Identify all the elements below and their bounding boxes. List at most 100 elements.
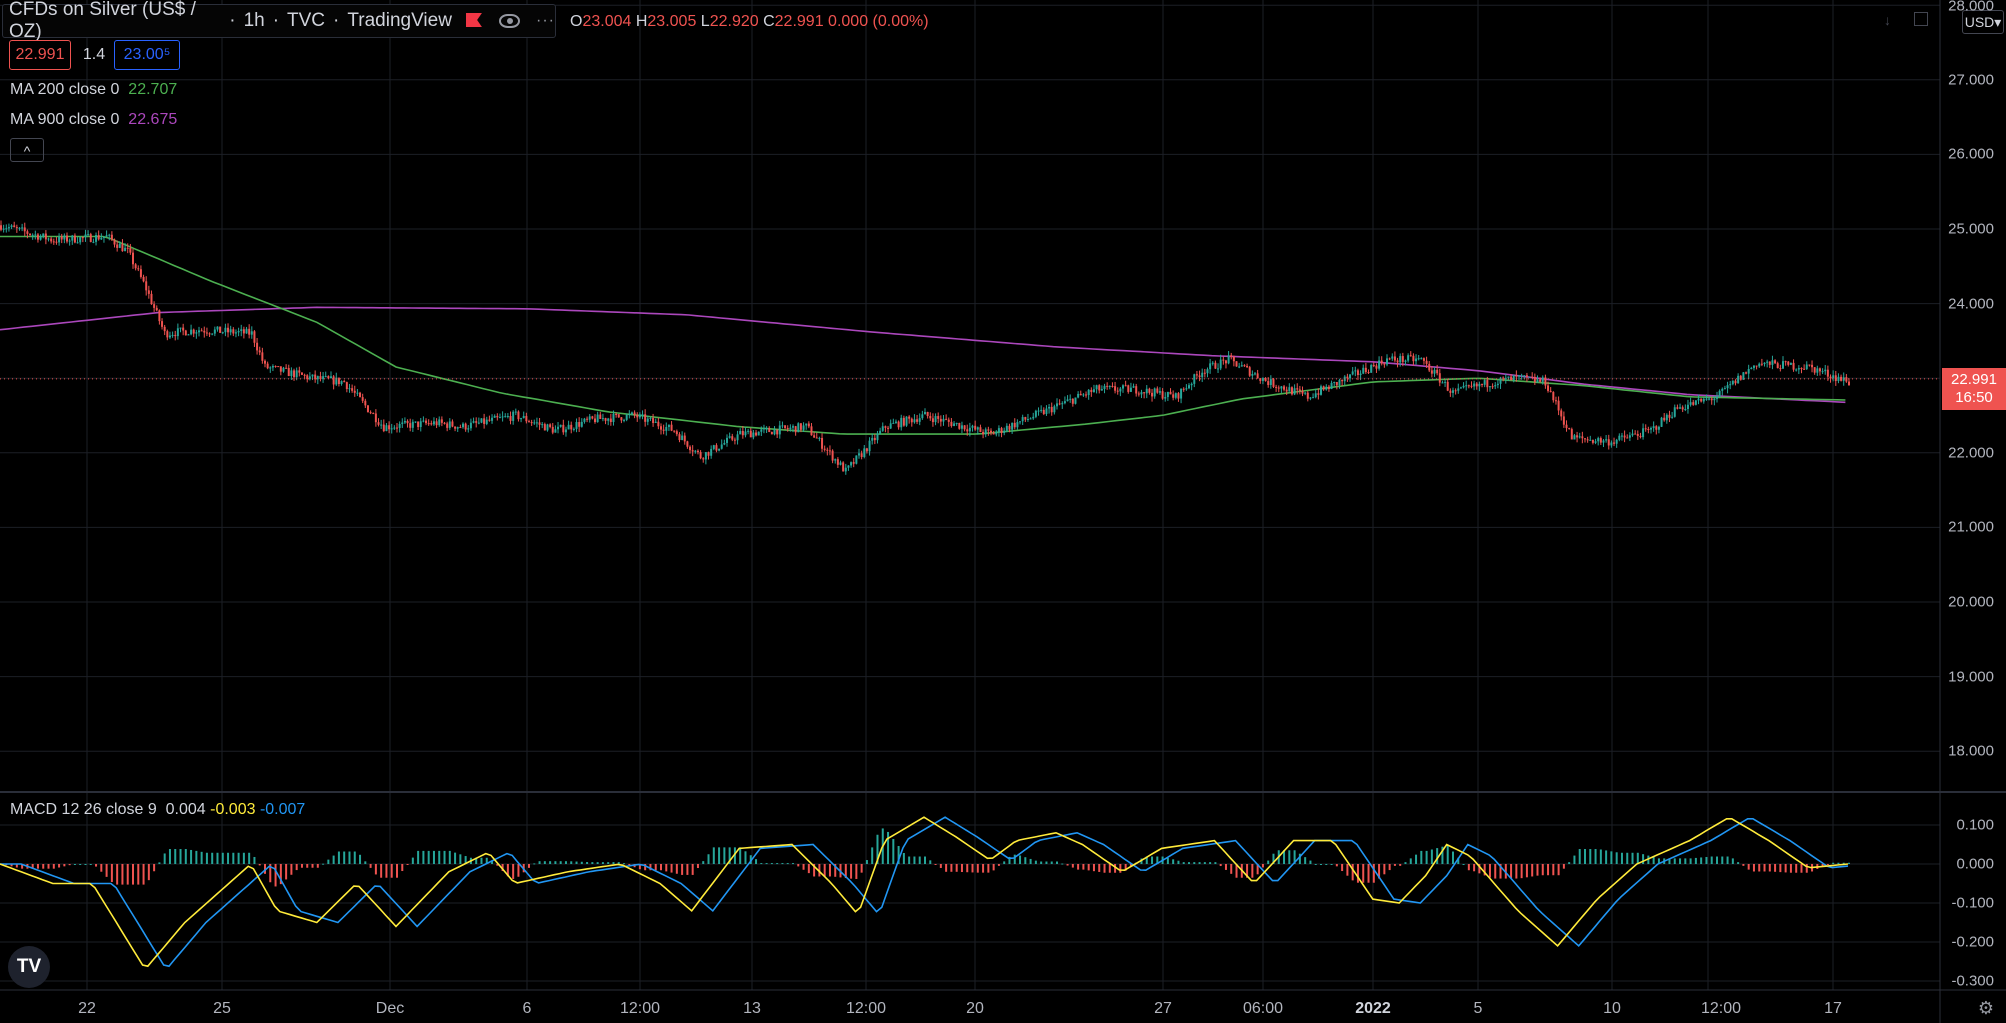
candle-body (330, 376, 332, 379)
candle-body (1071, 398, 1074, 404)
macd-histogram-bar (1193, 862, 1196, 864)
candle-body (847, 465, 850, 468)
candle-body (834, 459, 837, 461)
candle-body (1721, 388, 1724, 391)
macd-histogram-bar (601, 862, 604, 864)
candle-body (1452, 390, 1454, 393)
candle-body (747, 430, 750, 432)
candle-body (715, 445, 718, 451)
candle-body (1264, 378, 1267, 382)
candle-body (879, 430, 882, 434)
candle-body (1433, 369, 1436, 374)
candle-body (1108, 386, 1111, 388)
candle-body (1201, 372, 1204, 378)
buy-button[interactable]: 23.00⁵ (114, 40, 180, 70)
candle-body (361, 397, 364, 401)
collapse-legend-button[interactable]: ^ (10, 138, 44, 162)
download-icon[interactable]: ↓ (1884, 12, 1891, 28)
candle-body (1214, 362, 1217, 369)
settings-gear-icon[interactable]: ⚙ (1977, 998, 1994, 1018)
macd-histogram-bar (448, 850, 451, 864)
macd-histogram-bar (10, 864, 13, 867)
macd-histogram-bar (36, 864, 39, 869)
macd-histogram-bar (1177, 860, 1180, 864)
symbol-title-bar[interactable]: CFDs on Silver (US$ / OZ) · 1h · TVC · T… (2, 0, 556, 42)
macd-histogram-bar (1547, 864, 1550, 876)
candle-body (1752, 365, 1755, 368)
candle-body (332, 376, 335, 385)
macd-histogram-bar (501, 864, 504, 872)
macd-histogram-bar (1040, 861, 1043, 864)
more-icon[interactable]: ··· (536, 12, 555, 29)
macd-histogram-bar (158, 862, 161, 864)
tradingview-logo[interactable]: TV (8, 946, 50, 988)
macd-histogram-bar (1584, 849, 1586, 864)
candle-body (153, 304, 156, 308)
candle-body (266, 363, 269, 369)
candle-body (918, 418, 921, 422)
candle-body (1663, 417, 1666, 421)
flag-icon[interactable] (466, 13, 481, 29)
candle-body (129, 247, 132, 253)
macd-histogram-bar (913, 856, 916, 864)
candle-body (636, 415, 639, 418)
macd-histogram-bar (997, 864, 1000, 866)
candle-body (1322, 386, 1325, 390)
candle-body (881, 426, 884, 431)
macd-histogram-bar (950, 864, 953, 872)
macd-histogram-bar (718, 847, 721, 864)
macd-histogram-bar (1679, 858, 1682, 864)
macd-histogram-bar (1378, 864, 1381, 879)
candle-body (1195, 374, 1198, 376)
macd-histogram-bar (1562, 864, 1565, 869)
candle-body (1098, 385, 1101, 391)
candle-body (105, 235, 108, 237)
macd-histogram-bar (300, 864, 303, 868)
ma200-legend[interactable]: MA 200 close 0 22.707 (10, 81, 178, 98)
macd-histogram-bar (147, 864, 150, 881)
macd-histogram-bar (190, 849, 193, 864)
candle-body (1631, 433, 1634, 436)
macd-histogram-bar (1599, 849, 1602, 864)
candle-body (454, 426, 457, 429)
candle-body (71, 235, 74, 241)
macd-histogram-bar (538, 861, 541, 864)
currency-select[interactable]: USD▾ (1962, 10, 2004, 34)
macd-histogram-bar (1182, 862, 1185, 864)
candle-body (815, 437, 818, 439)
macd-histogram-bar (1341, 864, 1344, 872)
candle-body (868, 440, 871, 452)
fullscreen-icon[interactable] (1914, 12, 1928, 26)
candle-body (559, 424, 562, 427)
candle-body (1845, 377, 1848, 382)
macd-histogram-bar (343, 851, 346, 864)
candle-body (1182, 388, 1185, 390)
candle-body (163, 326, 166, 332)
candle-body (528, 421, 530, 423)
candle-body (604, 418, 607, 421)
candle-body (1003, 430, 1006, 434)
candle-body (1346, 376, 1349, 379)
candle-body (26, 231, 29, 234)
ma900-legend[interactable]: MA 900 close 0 22.675 (10, 111, 178, 128)
candle-body (1045, 408, 1048, 414)
candle-body (509, 416, 512, 421)
sell-button[interactable]: 22.991 (9, 40, 71, 70)
candle-body (950, 421, 953, 427)
candle-body (1407, 355, 1410, 361)
macd-histogram-bar (554, 861, 557, 864)
candle-body (39, 236, 42, 240)
candle-body (654, 421, 657, 423)
candle-body (689, 446, 692, 451)
candle-body (100, 237, 103, 240)
candle-body (1320, 386, 1322, 395)
candle-body (1671, 416, 1674, 418)
candle-body (1668, 414, 1671, 418)
candle-body (1573, 435, 1576, 440)
macd-histogram-bar (908, 856, 911, 864)
macd-histogram-bar (797, 864, 800, 867)
eye-icon[interactable] (499, 14, 520, 28)
macd-legend[interactable]: MACD 12 26 close 9 0.004 -0.003 -0.007 (10, 801, 306, 818)
macd-histogram-bar (1520, 864, 1523, 879)
